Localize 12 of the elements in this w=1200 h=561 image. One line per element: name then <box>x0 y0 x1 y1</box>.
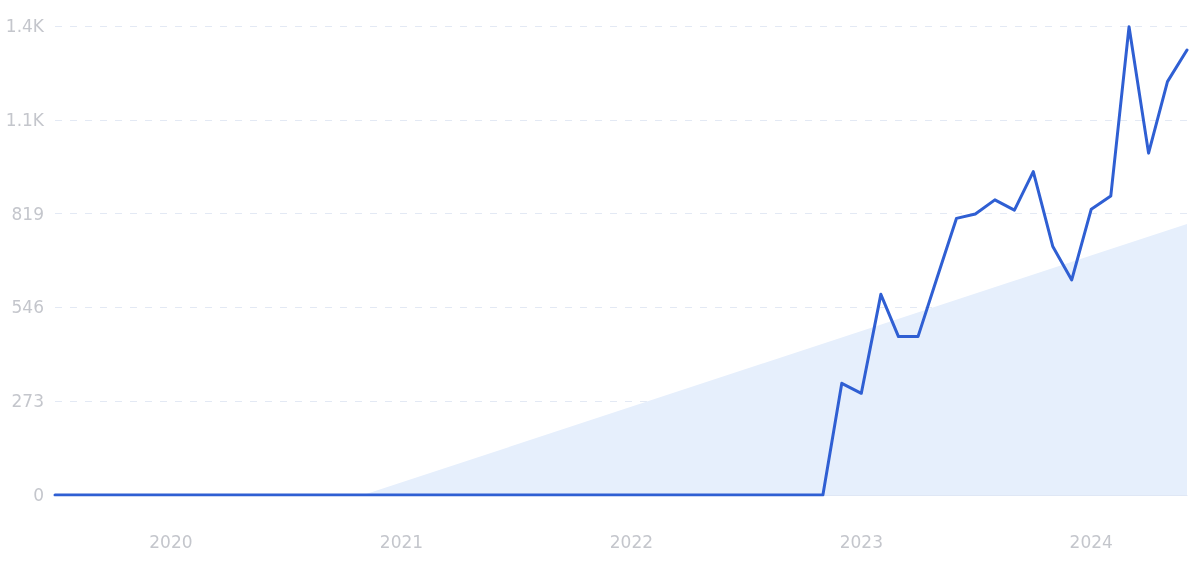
x-tick-label: 2021 <box>379 531 424 552</box>
y-tick-label: 1.4K <box>5 16 45 36</box>
line-series <box>53 25 1189 497</box>
y-tick-label: 0 <box>33 485 44 505</box>
y-tick-label: 273 <box>11 391 44 412</box>
y-tick-label: 819 <box>11 203 44 224</box>
x-tick-label: 2020 <box>149 531 193 552</box>
x-tick-label: 2024 <box>1069 531 1113 552</box>
y-tick-label: 546 <box>11 297 44 318</box>
y-tick-label: 1.1K <box>5 109 45 130</box>
x-tick-label: 2023 <box>839 531 883 552</box>
x-tick-label: 2022 <box>609 531 654 552</box>
